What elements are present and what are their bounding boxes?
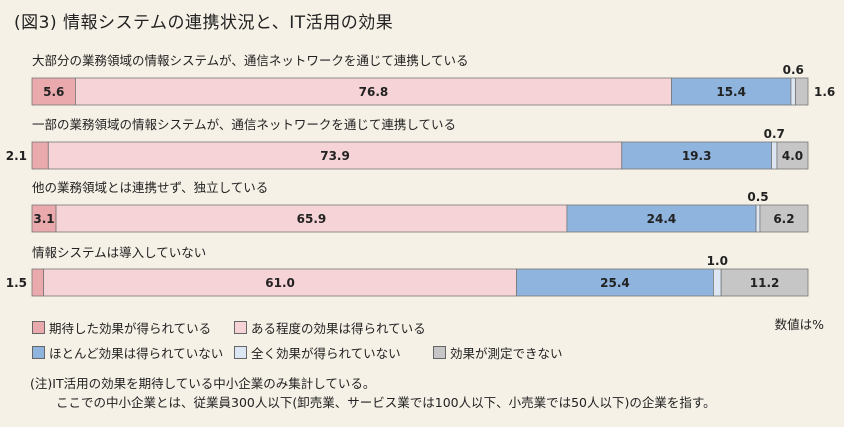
bar-segment-none-row-1: [790, 77, 796, 106]
legend-label-some: ある程度の効果は得られている: [251, 321, 426, 336]
bar-segment-none-row-2: [771, 141, 778, 170]
bar-segment-unmeasured-row-1: [795, 77, 809, 106]
legend-item-none: 全く効果が得られていない: [234, 343, 401, 362]
bar-segment-mostly-none-row-4: [516, 268, 714, 297]
value-label-expected-row-1: 5.6: [43, 85, 64, 99]
value-label-some-row-3: 65.9: [297, 212, 327, 226]
bar-segment-some-row-1: [75, 77, 672, 106]
value-label-mostly-none-row-3: 24.4: [647, 212, 677, 226]
value-label-none-row-1: 0.6: [783, 63, 804, 77]
value-label-mostly-none-row-1: 15.4: [716, 85, 746, 99]
value-label-unmeasured-row-3: 6.2: [773, 212, 794, 226]
legend-swatch-unmeasured: [433, 346, 446, 359]
legend-swatch-none: [234, 346, 247, 359]
bar-segment-unmeasured-row-2: [776, 141, 809, 170]
value-label-mostly-none-row-2: 19.3: [682, 149, 712, 163]
footnote-line-2: ここでの中小企業とは、従業員300人以下(卸売業、サービス業では100人以下、小…: [56, 395, 716, 410]
bar-segment-expected-row-4: [31, 268, 45, 297]
bar-segment-some-row-3: [55, 204, 568, 233]
row-label-1: 大部分の業務領域の情報システムが、通信ネットワークを通じて連携している: [32, 53, 469, 68]
value-label-expected-row-2: 2.1: [6, 149, 27, 163]
bar-segment-none-row-3: [755, 204, 761, 233]
row-label-4: 情報システムは導入していない: [32, 245, 206, 260]
value-label-none-row-3: 0.5: [747, 190, 768, 204]
value-label-none-row-4: 1.0: [707, 254, 728, 268]
legend-item-unmeasured: 効果が測定できない: [433, 343, 563, 362]
footnote-line-1: (注)IT活用の効果を期待している中小企業のみ集計している。: [30, 376, 376, 391]
bar-segment-expected-row-3: [31, 204, 57, 233]
value-label-some-row-4: 61.0: [265, 276, 295, 290]
legend-label-none: 全く効果が得られていない: [251, 346, 401, 361]
row-label-3: 他の業務領域とは連携せず、独立している: [32, 180, 268, 195]
bar-segment-mostly-none-row-3: [566, 204, 757, 233]
value-label-unmeasured-row-2: 4.0: [782, 149, 803, 163]
bar-segment-some-row-4: [43, 268, 517, 297]
value-label-some-row-1: 76.8: [359, 85, 389, 99]
bar-segment-expected-row-2: [31, 141, 49, 170]
bar-segment-unmeasured-row-3: [759, 204, 809, 233]
value-label-expected-row-3: 3.1: [33, 212, 54, 226]
footnote: (注)IT活用の効果を期待している中小企業のみ集計している。 ここでの中小企業と…: [30, 374, 716, 412]
value-label-unmeasured-row-4: 11.2: [750, 276, 780, 290]
value-label-expected-row-4: 1.5: [6, 276, 27, 290]
bar-segment-unmeasured-row-4: [720, 268, 809, 297]
legend-swatch-expected: [32, 321, 45, 334]
bar-segment-none-row-4: [713, 268, 722, 297]
bar-segment-mostly-none-row-2: [621, 141, 772, 170]
legend-label-unmeasured: 効果が測定できない: [450, 346, 563, 361]
stacked-bar-chart: 大部分の業務領域の情報システムが、通信ネットワークを通じて連携している 5.6 76…: [6, 53, 835, 297]
legend-label-mostly-none: ほとんど効果は得られていない: [49, 346, 224, 361]
value-label-none-row-2: 0.7: [764, 127, 785, 141]
chart-title: (図3) 情報システムの連携状況と、IT活用の効果: [14, 13, 394, 33]
value-label-some-row-2: 73.9: [320, 149, 350, 163]
legend-swatch-mostly-none: [32, 346, 45, 359]
value-label-mostly-none-row-4: 25.4: [600, 276, 630, 290]
legend-swatch-some: [234, 321, 247, 334]
legend-item-some: ある程度の効果は得られている: [234, 318, 426, 337]
legend-label-expected: 期待した効果が得られている: [49, 321, 212, 336]
value-label-unmeasured-row-1: 1.6: [814, 85, 835, 99]
row-label-2: 一部の業務領域の情報システムが、通信ネットワークを通じて連携している: [32, 117, 456, 132]
legend-item-mostly-none: ほとんど効果は得られていない: [32, 343, 223, 362]
legend-item-expected: 期待した効果が得られている: [32, 318, 211, 337]
unit-note: 数値は%: [774, 317, 824, 332]
